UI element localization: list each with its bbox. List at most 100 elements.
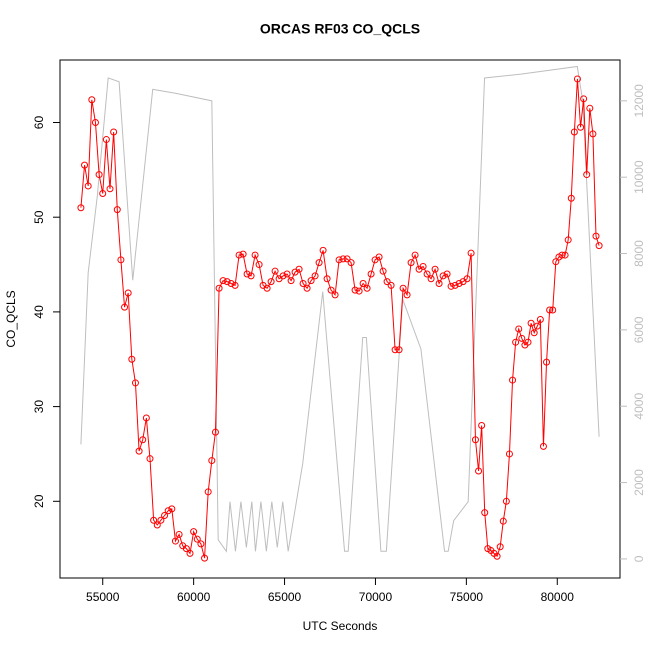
data-point [110,128,118,136]
data-point [175,530,183,538]
data-point [84,182,92,190]
data-point [171,537,179,545]
data-point [451,281,459,289]
data-point [543,358,551,366]
y-tick-label: 40 [32,305,46,319]
data-point [124,289,132,297]
data-point [383,278,391,286]
y-tick-label: 20 [32,494,46,508]
data-point [515,325,523,333]
data-point [427,275,435,283]
y-tick-label: 60 [32,116,46,130]
x-tick-label: 75000 [450,590,484,604]
data-point [481,509,489,517]
data-point [355,287,363,295]
data-point [139,436,147,444]
x-tick-label: 55000 [86,590,120,604]
data-point [502,497,510,505]
data-point [499,517,507,525]
data-point [153,521,161,529]
data-point [88,96,96,104]
data-point [142,414,150,422]
data-point [589,130,597,138]
data-point [208,457,216,465]
data-point [592,232,600,240]
data-point [570,128,578,136]
data-point [121,303,129,311]
data-point [81,161,89,169]
x-axis-label: UTC Seconds [303,619,378,633]
data-point [235,251,243,259]
data-point [367,270,375,278]
data-point [186,549,194,557]
data-point [223,278,231,286]
data-point [527,319,535,327]
data-point [435,279,443,287]
data-point [539,442,547,450]
data-point [215,284,223,292]
data-point [91,119,99,127]
series-line [80,65,600,553]
data-point [505,450,513,458]
data-point [447,282,455,290]
data-point [182,545,190,553]
data-point [403,291,411,299]
y2-tick-label: 10000 [632,160,646,194]
data-point [311,272,319,280]
data-point [549,306,557,314]
data-point [351,286,359,294]
data-point [567,194,575,202]
x-tick-label: 80000 [541,590,575,604]
data-point [113,206,121,214]
y-tick-label: 50 [32,210,46,224]
data-point [443,270,451,278]
data-point [283,270,291,278]
data-point [363,284,371,292]
data-point [580,95,588,103]
data-point [131,379,139,387]
data-point [439,272,447,280]
data-point [243,270,251,278]
data-point [583,171,591,179]
data-point [247,272,255,280]
y2-tick-label: 12000 [632,84,646,118]
data-point [586,104,594,112]
data-point [190,528,198,536]
y2-tick-label: 6000 [632,316,646,343]
data-point [157,516,165,524]
data-point [219,277,227,285]
data-point [303,284,311,292]
data-point [271,267,279,275]
data-point [493,552,501,560]
data-point [455,279,463,287]
data-point [201,554,209,562]
data-point [295,265,303,273]
data-point [327,286,335,294]
data-point [211,428,219,436]
data-point [168,505,176,513]
data-point [197,540,205,548]
data-point [307,277,315,285]
data-point [161,511,169,519]
data-point [463,275,471,283]
data-point [251,251,259,259]
x-tick-label: 70000 [359,590,393,604]
y2-tick-label: 2000 [632,469,646,496]
data-point [561,251,569,259]
data-point [146,455,154,463]
data-point [99,190,107,198]
data-point [227,279,235,287]
data-point [255,261,263,269]
data-point [106,185,114,193]
data-point [231,281,239,289]
y2-tick-label: 4000 [632,393,646,420]
data-point [77,204,85,212]
plot-frame [59,59,621,579]
data-point [423,270,431,278]
data-point [150,516,158,524]
data-point [359,279,367,287]
data-point [496,543,504,551]
data-point [518,334,526,342]
